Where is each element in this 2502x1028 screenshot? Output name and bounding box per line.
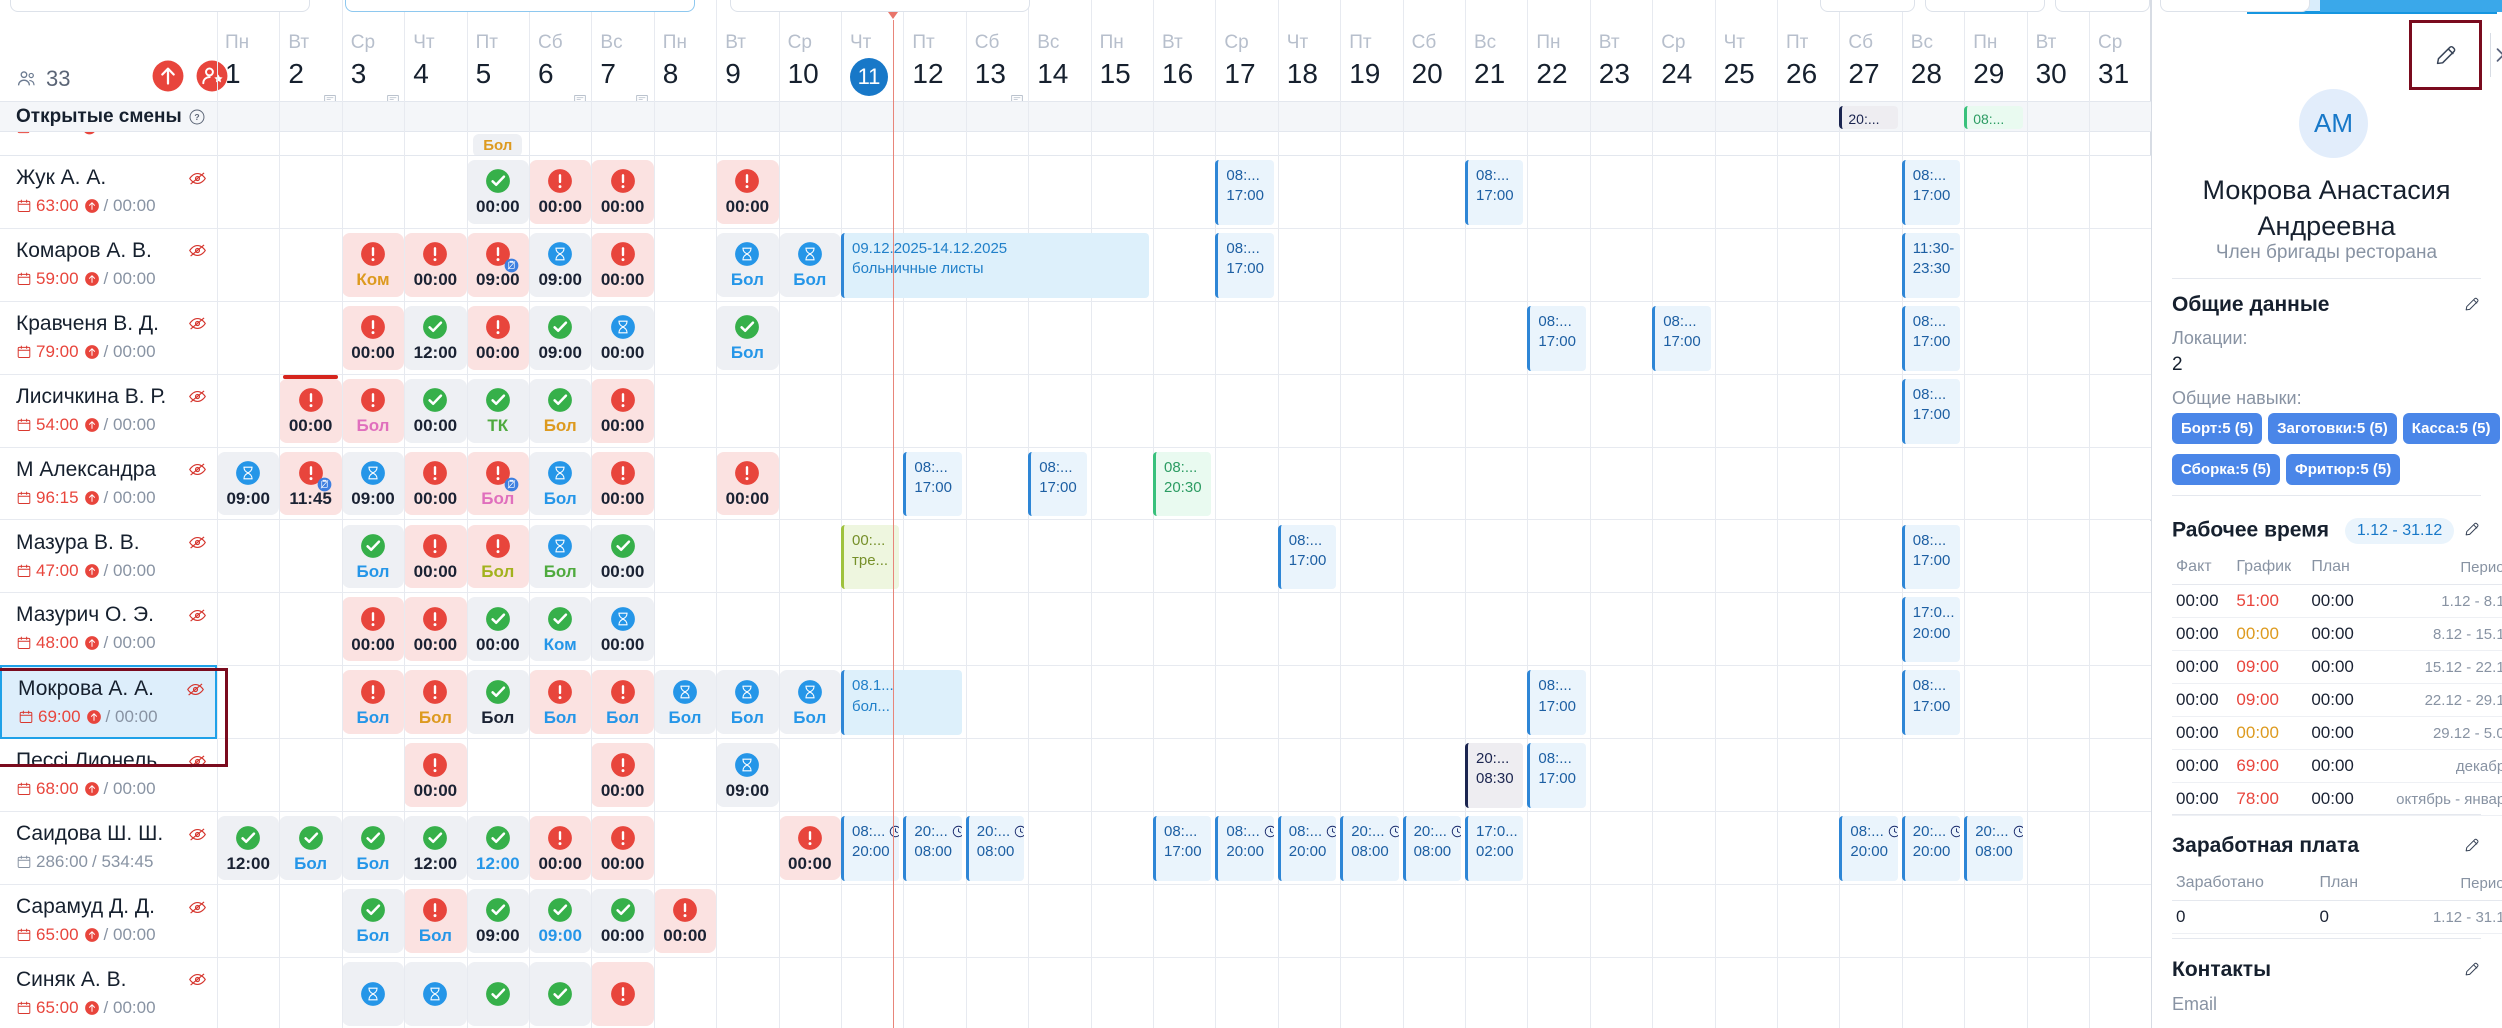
svg-text:?: ? <box>194 112 199 122</box>
